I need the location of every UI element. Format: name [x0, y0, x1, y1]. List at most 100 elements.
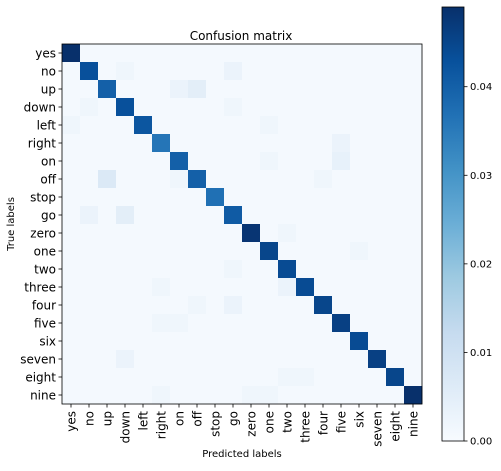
heatmap-cell	[260, 224, 279, 243]
y-tick-label: stop	[30, 191, 56, 205]
heatmap-cell	[134, 314, 153, 333]
heatmap-cell	[188, 296, 207, 315]
heatmap-cell	[368, 152, 387, 171]
heatmap-cell	[170, 98, 189, 117]
heatmap-cell	[152, 350, 171, 369]
heatmap-cell	[350, 332, 369, 351]
heatmap-cell	[404, 62, 423, 81]
heatmap-cell	[134, 134, 153, 153]
heatmap-cell	[296, 134, 315, 153]
heatmap-cell	[188, 62, 207, 81]
heatmap-cell	[386, 188, 405, 207]
heatmap-cell	[386, 44, 405, 63]
x-tick-label: go	[227, 411, 241, 426]
heatmap-cell	[116, 314, 135, 333]
heatmap-cell	[278, 368, 297, 387]
heatmap-cell	[188, 224, 207, 243]
heatmap-cell	[242, 350, 261, 369]
heatmap-cell	[278, 350, 297, 369]
heatmap-cell	[134, 62, 153, 81]
heatmap-cell	[242, 116, 261, 135]
heatmap-cell	[332, 260, 351, 279]
heatmap-cell	[206, 98, 225, 117]
heatmap-cell	[404, 368, 423, 387]
heatmap-cell	[260, 152, 279, 171]
heatmap-cell	[224, 242, 243, 261]
heatmap-cell	[188, 368, 207, 387]
heatmap-cell	[350, 98, 369, 117]
heatmap-cell	[116, 206, 135, 225]
heatmap-cell	[296, 62, 315, 81]
heatmap-cell	[386, 206, 405, 225]
heatmap-cell	[206, 224, 225, 243]
heatmap-cell	[188, 242, 207, 261]
heatmap-cell	[98, 224, 117, 243]
colorbar-tick-label: 0.01	[470, 348, 492, 359]
x-tick-label: five	[335, 411, 349, 433]
heatmap-cell	[368, 368, 387, 387]
heatmap-cell	[98, 170, 117, 189]
heatmap-cell	[296, 188, 315, 207]
heatmap-cell	[206, 188, 225, 207]
heatmap-cell	[134, 242, 153, 261]
x-tick-label: on	[173, 411, 187, 426]
heatmap-cell	[80, 170, 99, 189]
heatmap-cell	[242, 296, 261, 315]
heatmap-cell	[350, 296, 369, 315]
heatmap-cell	[170, 44, 189, 63]
heatmap-cell	[260, 386, 279, 405]
heatmap-cell	[188, 170, 207, 189]
heatmap-cells	[62, 44, 423, 405]
heatmap-cell	[260, 332, 279, 351]
heatmap-cell	[368, 62, 387, 81]
heatmap-cell	[368, 80, 387, 99]
heatmap-cell	[242, 278, 261, 297]
heatmap-cell	[386, 224, 405, 243]
heatmap-cell	[350, 134, 369, 153]
heatmap-cell	[242, 386, 261, 405]
heatmap-cell	[80, 44, 99, 63]
heatmap-cell	[134, 386, 153, 405]
heatmap-cell	[152, 44, 171, 63]
heatmap-cell	[80, 98, 99, 117]
heatmap-cell	[206, 80, 225, 99]
heatmap-cell	[296, 350, 315, 369]
heatmap-cell	[386, 386, 405, 405]
heatmap-cell	[188, 314, 207, 333]
heatmap-cell	[314, 80, 333, 99]
heatmap-cell	[296, 296, 315, 315]
heatmap-cell	[170, 206, 189, 225]
heatmap-cell	[224, 278, 243, 297]
heatmap-cell	[404, 332, 423, 351]
heatmap-cell	[116, 80, 135, 99]
heatmap-cell	[386, 350, 405, 369]
heatmap-cell	[80, 350, 99, 369]
heatmap-cell	[62, 134, 81, 153]
heatmap-cell	[62, 44, 81, 63]
y-tick-label: right	[28, 137, 56, 151]
heatmap-cell	[224, 386, 243, 405]
heatmap-cell	[278, 260, 297, 279]
heatmap-cell	[350, 224, 369, 243]
heatmap-cell	[134, 278, 153, 297]
heatmap-cell	[224, 134, 243, 153]
heatmap-cell	[98, 116, 117, 135]
heatmap-cell	[170, 62, 189, 81]
heatmap-cell	[332, 80, 351, 99]
heatmap-cell	[368, 134, 387, 153]
heatmap-cell	[404, 44, 423, 63]
heatmap-cell	[170, 152, 189, 171]
heatmap-cell	[62, 332, 81, 351]
heatmap-cell	[368, 242, 387, 261]
heatmap-cell	[62, 242, 81, 261]
heatmap-cell	[134, 296, 153, 315]
y-tick-label: off	[40, 173, 56, 187]
heatmap-cell	[260, 98, 279, 117]
heatmap-cell	[188, 116, 207, 135]
heatmap-cell	[368, 116, 387, 135]
heatmap-cell	[152, 152, 171, 171]
heatmap-cell	[80, 296, 99, 315]
x-tick-label: up	[101, 411, 115, 426]
heatmap-cell	[350, 386, 369, 405]
colorbar-ticks: 0.00 0.01 0.02 0.03 0.04	[464, 82, 492, 448]
